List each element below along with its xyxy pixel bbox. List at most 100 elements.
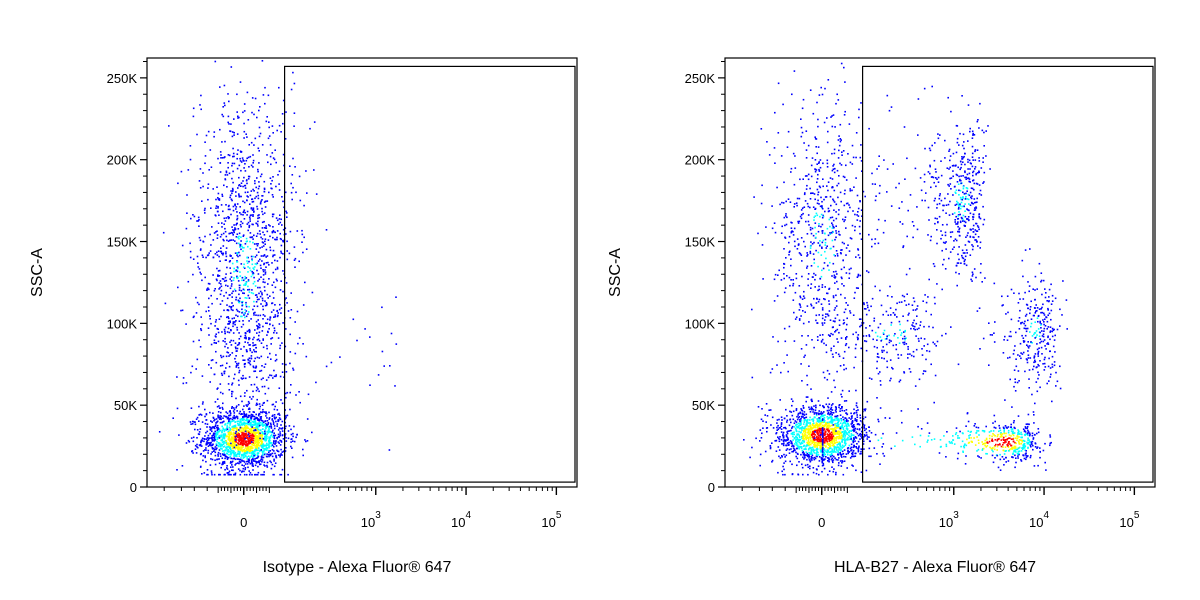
event-dot — [245, 301, 247, 304]
event-dot — [819, 424, 821, 427]
event-dot — [777, 437, 780, 440]
event-dot — [220, 354, 222, 357]
event-dot — [831, 457, 834, 460]
event-dot — [879, 407, 882, 409]
event-dot — [364, 328, 366, 330]
event-dot — [243, 201, 246, 204]
event-dot — [270, 434, 273, 436]
event-dot — [230, 339, 232, 342]
event-dot — [874, 285, 876, 288]
event-dot — [208, 252, 210, 254]
event-dot — [291, 174, 294, 176]
event-dot — [844, 437, 846, 439]
event-dot — [192, 258, 195, 260]
event-dot — [238, 232, 241, 235]
event-dot — [810, 426, 813, 428]
event-dot — [273, 158, 276, 161]
event-dot — [844, 434, 847, 437]
event-dot — [264, 206, 267, 208]
event-dot — [249, 446, 252, 448]
event-dot — [280, 238, 283, 241]
event-dot — [841, 396, 843, 398]
event-dot — [232, 469, 234, 472]
event-dot — [198, 420, 200, 422]
event-dot — [805, 423, 808, 426]
event-dot — [239, 426, 242, 429]
event-dot — [196, 429, 199, 431]
event-dot — [859, 420, 862, 422]
event-dot — [831, 424, 833, 427]
event-dot — [240, 315, 242, 318]
event-dot — [263, 385, 266, 388]
event-dots — [743, 62, 1068, 476]
event-dot — [816, 431, 819, 433]
event-dot — [234, 373, 236, 376]
event-dot — [825, 446, 827, 448]
event-dot — [247, 431, 250, 434]
event-dot — [858, 116, 860, 119]
event-dot — [220, 443, 223, 446]
event-dot — [277, 337, 280, 339]
event-dot — [838, 435, 841, 438]
event-dot — [222, 454, 225, 456]
event-dot — [786, 437, 789, 439]
event-dot — [241, 454, 244, 456]
event-dot — [846, 317, 848, 320]
event-dot — [214, 437, 217, 439]
event-dot — [215, 207, 217, 209]
event-dot — [801, 433, 804, 435]
event-dot — [262, 346, 265, 349]
event-dot — [280, 424, 282, 426]
event-dot — [230, 452, 232, 455]
event-dot — [192, 436, 195, 439]
event-dot — [833, 442, 836, 445]
event-dot — [248, 357, 251, 359]
event-dot — [244, 187, 247, 189]
event-dot — [762, 427, 764, 429]
event-dot — [233, 230, 235, 232]
event-dot — [264, 102, 266, 105]
event-dot — [853, 434, 855, 437]
event-dot — [890, 447, 893, 450]
event-dot — [825, 247, 828, 249]
event-dot — [244, 332, 247, 334]
event-dot — [209, 442, 212, 445]
event-dot — [826, 428, 828, 431]
event-dot — [793, 426, 796, 428]
event-dot — [803, 429, 805, 432]
event-dot — [259, 175, 262, 178]
event-dot — [231, 296, 233, 298]
event-dot — [261, 461, 263, 463]
event-dot — [771, 205, 773, 207]
event-dot — [369, 336, 371, 338]
event-dot — [820, 421, 823, 424]
event-dot — [201, 200, 203, 202]
gate-rectangle[interactable] — [284, 65, 576, 483]
event-dot — [800, 453, 802, 456]
event-dot — [843, 433, 846, 436]
event-dot — [279, 232, 281, 235]
event-dot — [243, 437, 245, 440]
event-dot — [263, 234, 266, 236]
event-dot — [248, 461, 250, 464]
event-dot — [830, 431, 833, 434]
event-dot — [221, 439, 223, 442]
event-dot — [835, 424, 838, 427]
event-dot — [238, 423, 241, 426]
event-dot — [277, 314, 279, 317]
event-dot — [262, 318, 264, 320]
event-dot — [258, 390, 260, 393]
event-dot — [243, 470, 245, 473]
event-dot — [262, 425, 264, 427]
event-dot — [235, 428, 238, 431]
event-dot — [863, 303, 865, 306]
event-dot — [769, 445, 772, 447]
event-dot — [260, 276, 262, 278]
event-dot — [207, 187, 209, 189]
event-dot — [290, 428, 292, 431]
event-dot — [218, 434, 221, 437]
event-dot — [781, 455, 783, 457]
event-dot — [216, 254, 219, 256]
event-dot — [261, 385, 264, 388]
event-dot — [243, 436, 245, 438]
